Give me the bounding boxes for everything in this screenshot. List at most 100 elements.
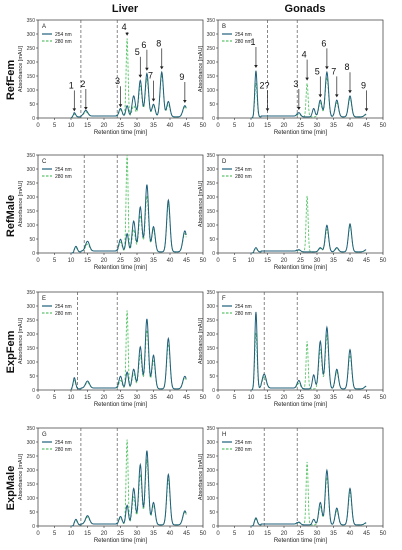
peak-arrowhead bbox=[183, 100, 187, 103]
x-tick-label: 10 bbox=[248, 395, 255, 401]
peak-label: 8 bbox=[344, 62, 349, 72]
y-tick-label: 300 bbox=[27, 304, 36, 310]
y-tick-label: 350 bbox=[207, 18, 216, 24]
x-tick-label: 25 bbox=[117, 258, 124, 264]
series-line-254nm bbox=[250, 468, 367, 527]
x-tick-label: 35 bbox=[330, 395, 337, 401]
y-tick-label: 200 bbox=[27, 60, 36, 66]
x-tick-label: 20 bbox=[281, 531, 288, 537]
peak-arrowhead bbox=[265, 108, 270, 112]
x-tick-label: 10 bbox=[68, 258, 75, 264]
x-tick-label: 5 bbox=[233, 531, 237, 537]
y-tick-label: 300 bbox=[27, 440, 36, 446]
x-tick-label: 40 bbox=[167, 531, 174, 537]
peak-arrowhead bbox=[84, 107, 88, 110]
y-tick-label: 100 bbox=[27, 223, 36, 229]
x-tick-label: 20 bbox=[281, 258, 288, 264]
y-tick-label: 0 bbox=[212, 251, 215, 257]
y-tick-label: 0 bbox=[32, 524, 35, 530]
x-tick-label: 40 bbox=[347, 123, 354, 129]
x-axis-label: Retention time [min] bbox=[94, 130, 148, 136]
y-tick-label: 0 bbox=[32, 388, 35, 394]
x-tick-label: 45 bbox=[183, 123, 190, 129]
y-tick-label: 100 bbox=[27, 360, 36, 366]
x-tick-label: 30 bbox=[134, 123, 141, 129]
y-tick-label: 250 bbox=[27, 46, 36, 52]
y-tick-label: 0 bbox=[212, 116, 215, 122]
chart-panel-f: F 0 50 100 150 200 250 300 350 0 5 10 15 20 25 30 35 40 45… bbox=[198, 290, 387, 408]
x-tick-label: 40 bbox=[347, 258, 354, 264]
y-tick-label: 250 bbox=[27, 454, 36, 460]
legend-label-280nm: 280 nm bbox=[55, 39, 72, 45]
y-tick-label: 0 bbox=[32, 251, 35, 257]
peak-label: 7 bbox=[148, 71, 153, 81]
chart-panel-d: D 0 50 100 150 200 250 300 350 0 5 10 15 20 25 30 35 40 45… bbox=[198, 153, 387, 271]
x-tick-label: 20 bbox=[101, 123, 108, 129]
column-title-liver: Liver bbox=[112, 3, 139, 15]
peak-label: 3 bbox=[115, 76, 120, 86]
x-tick-label: 0 bbox=[216, 258, 220, 264]
y-tick-label: 100 bbox=[27, 496, 36, 502]
y-tick-label: 100 bbox=[207, 88, 216, 94]
x-tick-label: 5 bbox=[233, 123, 237, 129]
y-tick-label: 0 bbox=[212, 388, 215, 394]
x-tick-label: 0 bbox=[36, 395, 40, 401]
x-tick-label: 25 bbox=[297, 395, 304, 401]
x-tick-label: 15 bbox=[84, 531, 91, 537]
x-tick-label: 20 bbox=[101, 395, 108, 401]
x-tick-label: 0 bbox=[36, 123, 40, 129]
peak-label: 3 bbox=[293, 79, 298, 89]
y-tick-label: 100 bbox=[207, 360, 216, 366]
x-tick-label: 15 bbox=[84, 395, 91, 401]
y-tick-label: 50 bbox=[29, 102, 35, 108]
peak-arrowhead bbox=[159, 66, 164, 70]
peak-arrowhead bbox=[118, 104, 123, 108]
y-tick-label: 300 bbox=[207, 32, 216, 38]
legend-label-254nm: 254 nm bbox=[235, 304, 252, 310]
row-label-refmale: RefMale bbox=[5, 195, 17, 237]
y-tick-label: 350 bbox=[207, 290, 216, 296]
y-tick-label: 200 bbox=[207, 332, 216, 338]
x-tick-label: 10 bbox=[248, 258, 255, 264]
x-tick-label: 10 bbox=[68, 123, 75, 129]
column-title-gonads: Gonads bbox=[285, 3, 326, 15]
y-tick-label: 100 bbox=[27, 88, 36, 94]
series-line-254nm bbox=[250, 70, 367, 119]
peak-arrowhead bbox=[254, 65, 258, 68]
x-tick-label: 5 bbox=[53, 395, 57, 401]
panel-label: E bbox=[42, 296, 46, 302]
y-tick-label: 150 bbox=[207, 74, 216, 80]
y-tick-label: 50 bbox=[29, 374, 35, 380]
y-tick-label: 350 bbox=[207, 153, 216, 159]
x-tick-label: 10 bbox=[248, 123, 255, 129]
y-axis-label: Absorbance [mAU] bbox=[198, 45, 204, 92]
x-axis-label: Retention time [min] bbox=[274, 538, 328, 544]
x-tick-label: 15 bbox=[264, 531, 271, 537]
x-axis-label: Retention time [min] bbox=[274, 402, 328, 408]
x-axis-label: Retention time [min] bbox=[94, 265, 148, 271]
legend-label-254nm: 254 nm bbox=[55, 32, 72, 38]
x-tick-label: 50 bbox=[200, 395, 207, 401]
x-tick-label: 25 bbox=[297, 531, 304, 537]
x-tick-label: 35 bbox=[330, 123, 337, 129]
x-tick-label: 25 bbox=[117, 395, 124, 401]
y-tick-label: 300 bbox=[207, 167, 216, 173]
x-tick-label: 35 bbox=[150, 123, 157, 129]
y-axis-label: Absorbance [mAU] bbox=[198, 317, 204, 364]
x-tick-label: 40 bbox=[167, 258, 174, 264]
y-tick-label: 250 bbox=[207, 454, 216, 460]
panel-label: A bbox=[42, 24, 46, 30]
x-tick-label: 30 bbox=[314, 123, 321, 129]
x-tick-label: 30 bbox=[134, 258, 141, 264]
x-tick-label: 45 bbox=[183, 531, 190, 537]
series-line-254nm bbox=[250, 222, 367, 254]
y-tick-label: 300 bbox=[207, 440, 216, 446]
x-tick-label: 50 bbox=[380, 258, 387, 264]
peak-label: 1 bbox=[69, 80, 74, 90]
peak-arrowhead bbox=[318, 94, 323, 98]
x-tick-label: 5 bbox=[53, 123, 57, 129]
x-tick-label: 30 bbox=[314, 531, 321, 537]
